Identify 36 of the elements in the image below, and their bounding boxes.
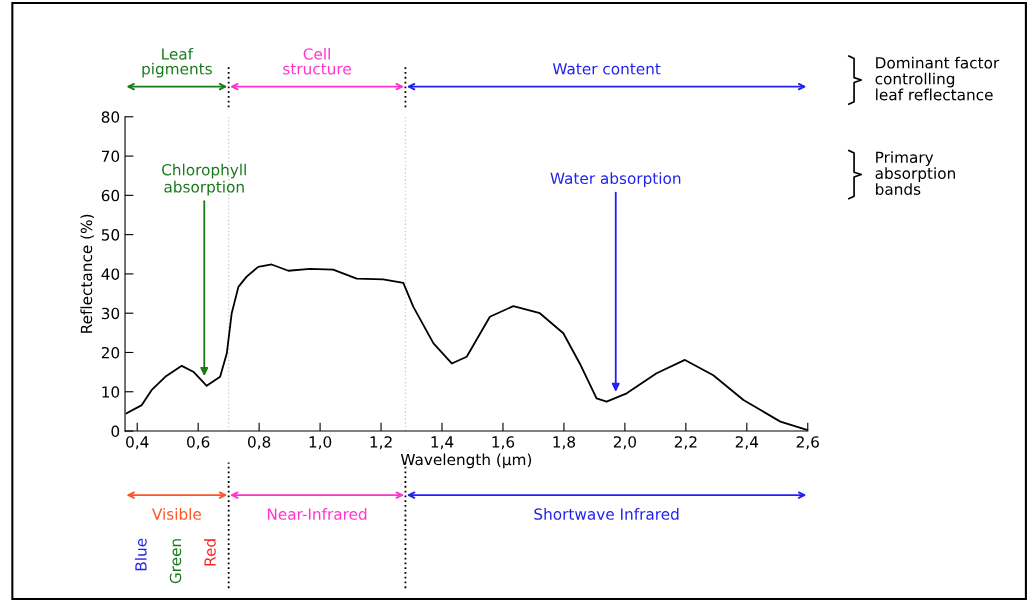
- x-tick-label: 1,2: [370, 436, 392, 450]
- y-tick-label: 20: [101, 346, 120, 359]
- annotation: Water absorption: [550, 172, 681, 188]
- text: Leaf pigments: [142, 47, 212, 78]
- y-tick-label: 80: [101, 111, 120, 123]
- y-tick-label: 40: [101, 268, 120, 280]
- y-tick-label: 30: [101, 307, 120, 320]
- x-tick-label: 1,6: [492, 436, 515, 450]
- text: Red: [203, 539, 216, 566]
- text: Water content: [552, 63, 661, 75]
- y-tick-label: 50: [101, 229, 120, 241]
- annotation: Chlorophyll absorption: [162, 163, 246, 196]
- text: Blue: [134, 538, 147, 571]
- x-tick-label: 0,4: [126, 436, 149, 450]
- text: Cell structure: [283, 47, 351, 75]
- x-tick-label: 1,0: [309, 436, 332, 450]
- x-tick-label: 0,8: [247, 436, 271, 450]
- text: Visible: [152, 508, 201, 520]
- text: Primary absorption bands: [875, 151, 955, 195]
- text: Near-Infrared: [267, 508, 367, 520]
- x-tick-label: 2,0: [613, 436, 637, 450]
- y-tick-label: 10: [102, 386, 120, 398]
- x-tick-label: 1,8: [553, 436, 576, 450]
- y-axis-title: Reflectance (%): [80, 214, 94, 333]
- x-axis-title: Wavelength (µm): [400, 453, 532, 469]
- y-tick-label: 60: [101, 189, 120, 202]
- x-tick-label: 2,6: [796, 436, 819, 450]
- x-tick-label: 1,4: [431, 436, 454, 450]
- x-tick-label: 2,2: [674, 436, 697, 450]
- text: Green: [169, 539, 182, 584]
- y-tick-label: 70: [101, 150, 120, 163]
- y-tick-label: 0: [111, 425, 120, 438]
- text: Dominant factor controlling leaf reflectance: [875, 56, 1000, 101]
- x-tick-label: 0,6: [187, 436, 210, 450]
- text: Shortwave Infrared: [534, 508, 679, 520]
- x-tick-label: 2,4: [735, 436, 759, 450]
